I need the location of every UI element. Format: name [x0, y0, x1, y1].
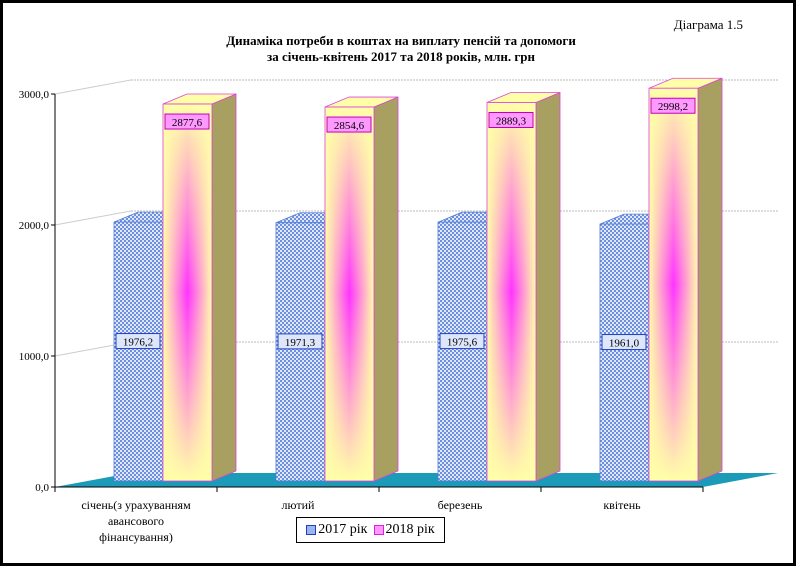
- data-label: 1975,6: [439, 333, 485, 350]
- data-label-text: 1961,0: [609, 338, 640, 350]
- bar-side: [697, 77, 723, 482]
- legend-swatch-2018: [373, 524, 384, 535]
- data-label-box: [488, 112, 534, 129]
- data-label: 2854,6: [326, 116, 372, 133]
- x-tick-label-line: березень: [438, 498, 483, 512]
- legend-item-2017: 2017 рік: [306, 522, 368, 538]
- data-label-text: 2889,3: [496, 116, 527, 128]
- x-tick-label: березень: [438, 498, 483, 512]
- title-line-2: за січень-квітень 2017 та 2018 років, мл…: [267, 49, 535, 64]
- data-label: 2998,2: [650, 97, 696, 114]
- bar-2018-overlay: [648, 87, 699, 482]
- bar-2017: [113, 221, 164, 482]
- x-tick-label-line: січень(з урахуванням: [81, 498, 191, 512]
- floor: [55, 473, 778, 487]
- data-label: 2877,6: [164, 113, 210, 130]
- legend-label-2018: 2018 рік: [385, 522, 435, 537]
- data-label-box: [164, 113, 210, 130]
- bar-2018-overlay: [486, 102, 537, 482]
- bar-2018-overlay: [162, 103, 213, 482]
- data-label-text: 1976,2: [123, 337, 153, 349]
- data-label-text: 2998,2: [658, 101, 688, 113]
- x-tick-label-line: лютий: [282, 498, 315, 512]
- data-label-text: 2854,6: [334, 120, 365, 132]
- title-line-1: Динаміка потреби в коштах на виплату пен…: [226, 33, 576, 48]
- data-label: 1971,3: [277, 333, 323, 350]
- data-label: 1976,2: [115, 333, 161, 350]
- gridline-side: [54, 210, 132, 226]
- y-tick-label: 3000,0: [19, 89, 50, 101]
- x-tick-label-line: фінансування): [99, 530, 173, 544]
- x-tick-label-line: авансового: [108, 514, 164, 528]
- y-tick-label: 0,0: [35, 482, 49, 494]
- bar-2018-overlay: [324, 106, 375, 482]
- data-label-box: [115, 333, 161, 350]
- legend-swatch-2017: [306, 524, 317, 535]
- legend-label-2017: 2017 рік: [318, 522, 368, 537]
- bar-side: [211, 93, 237, 482]
- x-tick-label: січень(з урахуванням авансового фінансуван…: [81, 498, 191, 544]
- x-tick-label: квітень: [603, 498, 641, 512]
- data-label-text: 1975,6: [447, 337, 478, 349]
- data-label-box: [650, 97, 696, 114]
- bar-2017: [599, 223, 650, 482]
- data-label-box: [601, 334, 647, 351]
- chart-plot: 0,0 1000,0 2000,0 3000,0 січень(з урахування…: [19, 77, 778, 544]
- bar-side: [373, 96, 399, 482]
- y-tick-label: 1000,0: [19, 351, 50, 363]
- legend: 2017 рік 2018 рік: [296, 517, 445, 543]
- data-label-text: 2877,6: [172, 117, 203, 129]
- chart-title: Динаміка потреби в коштах на виплату пен…: [3, 33, 793, 65]
- data-label-text: 1971,3: [285, 337, 316, 349]
- data-label-box: [326, 116, 372, 133]
- bar-2017: [437, 221, 488, 482]
- legend-item-2018: 2018 рік: [373, 522, 435, 538]
- bar-2017: [275, 222, 326, 482]
- gridline-side: [54, 79, 132, 95]
- data-label-box: [277, 333, 323, 350]
- y-tick-label: 2000,0: [19, 220, 50, 232]
- x-tick-label-line: квітень: [603, 498, 641, 512]
- x-tick-label: лютий: [282, 498, 315, 512]
- diagram-label: Діаграма 1.5: [673, 17, 743, 32]
- data-label: 1961,0: [601, 334, 647, 351]
- data-label: 2889,3: [488, 112, 534, 129]
- data-label-box: [439, 333, 485, 350]
- bar-side: [535, 91, 561, 482]
